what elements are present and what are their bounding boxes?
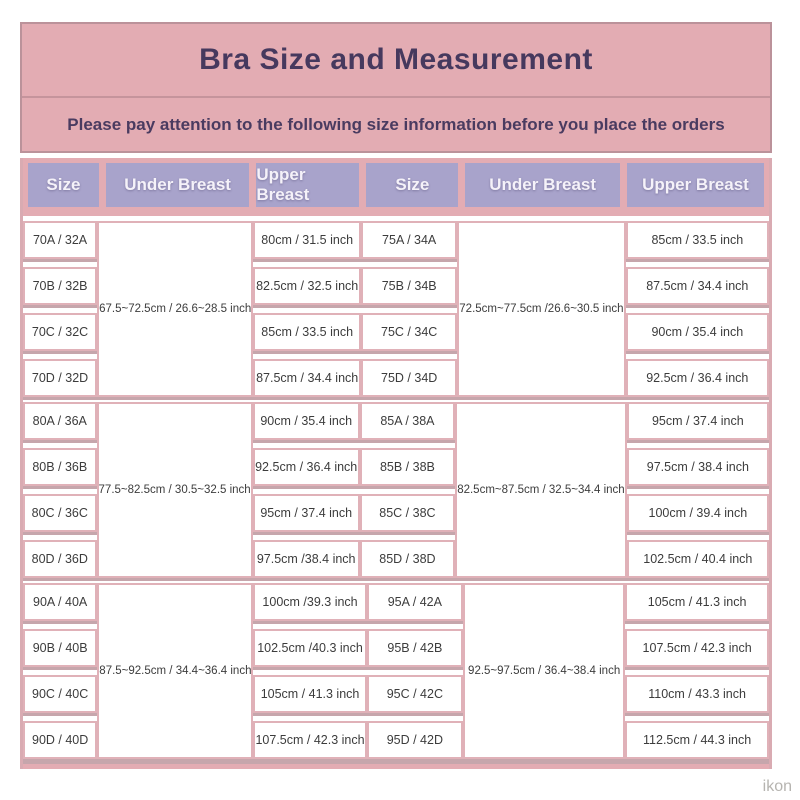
- column-header-under-breast-left: Under Breast: [105, 163, 250, 207]
- size-cell: 95B / 42B: [366, 629, 464, 667]
- size-cell: 90C / 40C: [23, 675, 98, 713]
- upper-breast-cell: 92.5cm / 36.4 inch: [252, 448, 360, 486]
- upper-breast-cell: 95cm / 37.4 inch: [626, 402, 769, 440]
- subtitle-band: Please pay attention to the following si…: [22, 98, 770, 151]
- size-cell: 85A / 38A: [359, 402, 456, 440]
- under-breast-cell: 77.5~82.5cm / 30.5~32.5 inch: [96, 402, 253, 578]
- upper-breast-cell: 92.5cm / 36.4 inch: [625, 359, 769, 397]
- size-cell: 95C / 42C: [366, 675, 464, 713]
- upper-breast-cell: 107.5cm / 42.3 inch: [625, 629, 769, 667]
- watermark-text: ikon: [762, 778, 792, 795]
- upper-breast-cell: 90cm / 35.4 inch: [625, 313, 769, 351]
- column-header-under-breast-right: Under Breast: [465, 163, 620, 207]
- size-chart-sheet: Bra Size and Measurement Please pay atte…: [20, 22, 772, 769]
- title-band: Bra Size and Measurement: [22, 24, 770, 98]
- size-cell: 90A / 40A: [23, 583, 98, 621]
- column-header-upper-breast-right: Upper Breast: [626, 163, 764, 207]
- upper-breast-cell: 100cm / 39.4 inch: [626, 494, 769, 532]
- size-cell: 75C / 34C: [361, 313, 458, 351]
- upper-breast-cell: 112.5cm / 44.3 inch: [625, 721, 769, 759]
- upper-breast-cell: 85cm / 33.5 inch: [253, 313, 362, 351]
- under-breast-cell: 92.5~97.5cm / 36.4~38.4 inch: [463, 583, 626, 759]
- size-cell: 85C / 38C: [359, 494, 456, 532]
- upper-breast-cell: 105cm / 41.3 inch: [625, 583, 769, 621]
- column-header-size-right: Size: [366, 163, 459, 207]
- upper-breast-cell: 90cm / 35.4 inch: [252, 402, 360, 440]
- upper-breast-cell: 87.5cm / 34.4 inch: [625, 267, 769, 305]
- under-breast-cell: 72.5cm~77.5cm /26.6~30.5 inch: [457, 221, 626, 397]
- size-cell: 80D / 36D: [23, 540, 97, 578]
- upper-breast-cell: 97.5cm / 38.4 inch: [626, 448, 769, 486]
- table-header-row: Size Under Breast Upper Breast Size Unde…: [23, 158, 769, 216]
- upper-breast-cell: 100cm /39.3 inch: [253, 583, 367, 621]
- size-cell: 75A / 34A: [361, 221, 458, 259]
- table-bottom-strip: [23, 762, 769, 769]
- upper-breast-cell: 110cm / 43.3 inch: [625, 675, 769, 713]
- size-group-70-75: 70A / 32A 67.5~72.5cm / 26.6~28.5 inch 8…: [23, 221, 769, 397]
- upper-breast-cell: 102.5cm /40.3 inch: [253, 629, 367, 667]
- under-breast-cell: 82.5cm~87.5cm / 32.5~34.4 inch: [455, 402, 627, 578]
- upper-breast-cell: 87.5cm / 34.4 inch: [253, 359, 362, 397]
- size-group-80-85: 80A / 36A 77.5~82.5cm / 30.5~32.5 inch 9…: [23, 402, 769, 578]
- upper-breast-cell: 80cm / 31.5 inch: [253, 221, 362, 259]
- size-cell: 70A / 32A: [23, 221, 98, 259]
- header-panel: Bra Size and Measurement Please pay atte…: [20, 22, 772, 153]
- upper-breast-cell: 95cm / 37.4 inch: [252, 494, 360, 532]
- under-breast-cell: 87.5~92.5cm / 34.4~36.4 inch: [97, 583, 254, 759]
- column-header-size-left: Size: [28, 163, 99, 207]
- size-cell: 95A / 42A: [366, 583, 464, 621]
- size-cell: 90B / 40B: [23, 629, 98, 667]
- under-breast-cell: 67.5~72.5cm / 26.6~28.5 inch: [97, 221, 254, 397]
- upper-breast-cell: 105cm / 41.3 inch: [253, 675, 367, 713]
- size-group-90-95: 90A / 40A 87.5~92.5cm / 34.4~36.4 inch 1…: [23, 583, 769, 759]
- page-title: Bra Size and Measurement: [199, 43, 593, 76]
- size-cell: 85B / 38B: [359, 448, 456, 486]
- size-cell: 75B / 34B: [361, 267, 458, 305]
- upper-breast-cell: 97.5cm /38.4 inch: [252, 540, 360, 578]
- size-cell: 70B / 32B: [23, 267, 98, 305]
- size-cell: 80A / 36A: [23, 402, 97, 440]
- size-cell: 90D / 40D: [23, 721, 98, 759]
- page-subtitle: Please pay attention to the following si…: [67, 114, 725, 134]
- size-cell: 75D / 34D: [361, 359, 458, 397]
- column-header-upper-breast-left: Upper Breast: [256, 163, 360, 207]
- upper-breast-cell: 107.5cm / 42.3 inch: [253, 721, 367, 759]
- size-table: Size Under Breast Upper Breast Size Unde…: [20, 158, 772, 769]
- size-cell: 85D / 38D: [359, 540, 456, 578]
- size-cell: 80C / 36C: [23, 494, 97, 532]
- size-cell: 70C / 32C: [23, 313, 98, 351]
- size-cell: 70D / 32D: [23, 359, 98, 397]
- size-cell: 80B / 36B: [23, 448, 97, 486]
- upper-breast-cell: 102.5cm / 40.4 inch: [626, 540, 769, 578]
- upper-breast-cell: 82.5cm / 32.5 inch: [253, 267, 362, 305]
- upper-breast-cell: 85cm / 33.5 inch: [625, 221, 769, 259]
- size-cell: 95D / 42D: [366, 721, 464, 759]
